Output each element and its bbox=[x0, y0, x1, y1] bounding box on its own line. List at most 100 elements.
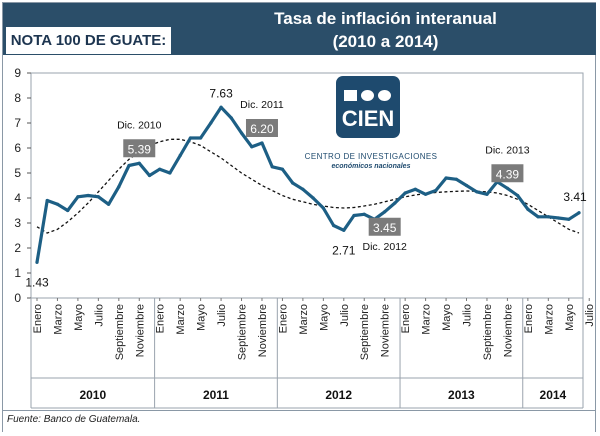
x-tick-label: Marzo bbox=[421, 304, 433, 335]
data-points bbox=[35, 105, 581, 264]
value-callout-box bbox=[368, 217, 401, 236]
data-point bbox=[199, 136, 203, 140]
data-point bbox=[106, 202, 111, 206]
x-tick-label: Marzo bbox=[52, 304, 64, 335]
data-point bbox=[188, 136, 192, 140]
logo-text: CIEN bbox=[341, 106, 395, 131]
period-label: Dic. 2012 bbox=[363, 241, 408, 253]
data-point bbox=[413, 187, 417, 191]
data-point bbox=[383, 210, 387, 214]
data-point bbox=[454, 177, 458, 181]
y-tick-label: 6 bbox=[14, 141, 21, 155]
value-callout-box bbox=[245, 119, 278, 137]
data-point bbox=[464, 183, 469, 188]
x-tick-label: Enero bbox=[277, 304, 289, 333]
data-point bbox=[505, 186, 510, 190]
data-point bbox=[219, 105, 223, 109]
data-point bbox=[147, 173, 152, 178]
y-tick-label: 1 bbox=[14, 266, 21, 280]
source-note: Fuente: Banco de Guatemala. bbox=[7, 414, 141, 425]
year-label: 2012 bbox=[325, 388, 352, 402]
x-tick-label: Marzo bbox=[543, 304, 555, 335]
data-point bbox=[96, 195, 100, 199]
data-point bbox=[434, 188, 438, 193]
data-point bbox=[352, 213, 356, 218]
value-callout-label: 6.20 bbox=[250, 122, 274, 136]
data-point bbox=[331, 223, 336, 228]
chart-subtitle: (2010 a 2014) bbox=[332, 32, 439, 51]
x-tick-label: Mayo bbox=[564, 304, 576, 331]
y-tick-label: 3 bbox=[14, 216, 21, 230]
x-tick-label: Septiembre bbox=[237, 304, 249, 360]
y-tick-label: 5 bbox=[14, 166, 21, 180]
data-point bbox=[393, 201, 397, 205]
logo-full-name: CENTRO DE INVESTIGACIONES bbox=[304, 152, 438, 161]
cien-logo: CIEN bbox=[336, 76, 400, 138]
note-label: NOTA 100 DE GUATE: bbox=[6, 27, 171, 54]
x-tick-label: Enero bbox=[155, 304, 167, 333]
data-point bbox=[475, 190, 479, 194]
x-tick-label: Enero bbox=[400, 304, 412, 333]
y-tick-label: 7 bbox=[14, 116, 21, 130]
x-tick-label: Julio bbox=[93, 304, 105, 327]
data-point bbox=[526, 207, 530, 211]
data-point bbox=[291, 181, 295, 185]
x-tick-label: Mayo bbox=[318, 304, 330, 331]
x-tick-label: Julio bbox=[584, 304, 596, 327]
data-point bbox=[209, 121, 213, 125]
data-point bbox=[178, 153, 182, 158]
data-point bbox=[556, 216, 561, 220]
x-tick-label: Septiembre bbox=[359, 304, 371, 360]
value-callout-box bbox=[491, 164, 524, 183]
footer: Fuente: Banco de Guatemala. bbox=[3, 410, 595, 433]
x-tick-label: Mayo bbox=[196, 304, 208, 331]
x-tick-label: Enero bbox=[523, 304, 535, 333]
data-point bbox=[516, 193, 520, 198]
x-tick-label: Noviembre bbox=[502, 304, 514, 357]
value-label: 7.63 bbox=[209, 86, 233, 100]
logo-mark-icon bbox=[344, 90, 392, 102]
inflation-line bbox=[35, 105, 581, 264]
x-tick-label: Julio bbox=[462, 304, 474, 327]
y-tick-label: 9 bbox=[14, 66, 21, 80]
y-tick-label: 8 bbox=[14, 91, 21, 105]
data-point bbox=[270, 165, 274, 169]
y-tick-label: 0 bbox=[14, 291, 21, 305]
data-point bbox=[301, 187, 305, 191]
x-tick-label: Noviembre bbox=[134, 304, 146, 357]
data-point bbox=[86, 193, 90, 198]
data-point bbox=[66, 208, 70, 213]
value-callout-box bbox=[123, 139, 156, 158]
value-label: 1.43 bbox=[25, 275, 49, 289]
chart-title: Tasa de inflación interanual bbox=[274, 9, 497, 28]
x-tick-label: Noviembre bbox=[380, 304, 392, 357]
x-tick-label: Julio bbox=[339, 304, 351, 327]
period-label: Dic. 2013 bbox=[485, 144, 530, 156]
value-label: 3.41 bbox=[563, 190, 587, 204]
x-tick-label: Mayo bbox=[73, 304, 85, 331]
data-point bbox=[168, 171, 172, 175]
x-axis-month-labels: Enero Marzo Mayo Julio Septiembre Noviembre En… bbox=[32, 298, 596, 360]
data-point bbox=[260, 141, 264, 145]
data-point bbox=[250, 145, 254, 149]
data-point bbox=[342, 228, 346, 232]
data-point bbox=[485, 192, 489, 196]
data-point bbox=[35, 260, 39, 264]
year-label: 2014 bbox=[540, 388, 567, 402]
data-point bbox=[127, 163, 131, 168]
data-point bbox=[117, 185, 121, 189]
data-point bbox=[137, 161, 141, 165]
data-point bbox=[424, 192, 428, 196]
y-tick-label: 2 bbox=[14, 241, 21, 255]
data-point bbox=[311, 196, 315, 200]
data-point bbox=[362, 212, 366, 216]
y-tick-label: 4 bbox=[14, 191, 21, 205]
year-label: 2011 bbox=[203, 388, 229, 402]
year-label: 2013 bbox=[448, 388, 475, 402]
value-callout-label: 3.45 bbox=[373, 221, 397, 235]
year-label: 2010 bbox=[79, 388, 106, 402]
data-point bbox=[444, 176, 448, 180]
period-label: Dic. 2011 bbox=[240, 99, 284, 111]
x-tick-label: Noviembre bbox=[257, 304, 269, 357]
